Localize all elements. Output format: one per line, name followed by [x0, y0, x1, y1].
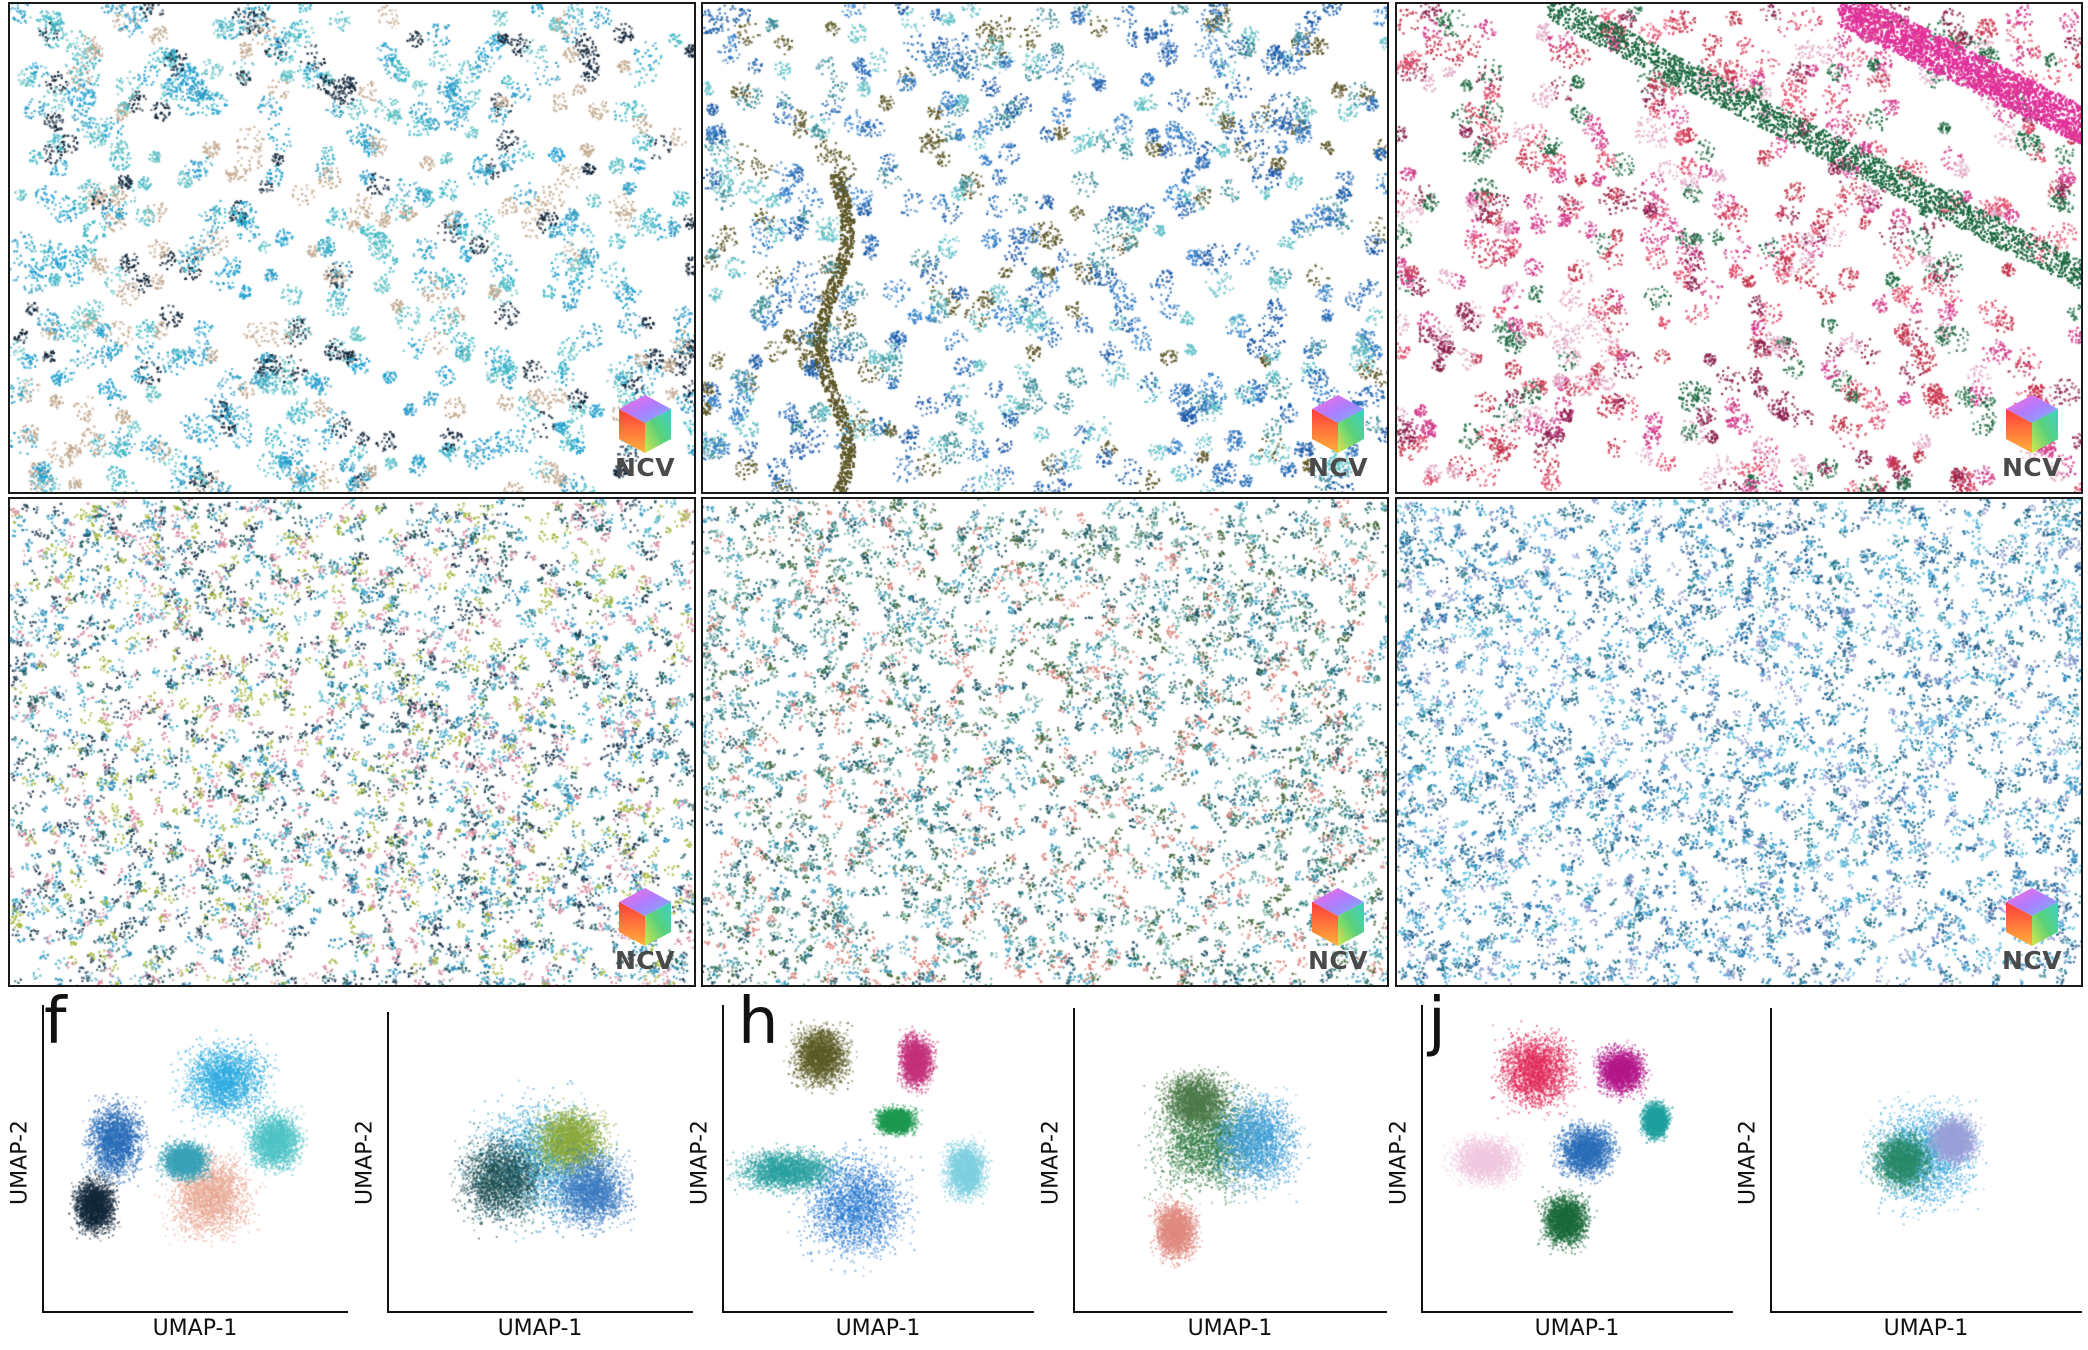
umap-scatter — [390, 990, 690, 1300]
x-axis-label: UMAP-1 — [1187, 1316, 1273, 1341]
y-axis — [1770, 1008, 1772, 1311]
tissue-image-top-right — [1397, 4, 2081, 492]
tissue-image-top-middle — [703, 4, 1387, 492]
ncv-logo-text: NCV — [2001, 453, 2063, 482]
y-axis — [387, 1012, 389, 1311]
panel-top-right: NCV — [1395, 2, 2083, 494]
x-axis — [722, 1311, 1034, 1313]
panel-top-middle: NCV — [701, 2, 1389, 494]
ncv-logo-text: NCV — [1307, 453, 1369, 482]
ncv-logo: NCV — [612, 393, 678, 482]
x-axis-label: UMAP-1 — [152, 1316, 238, 1341]
ncv-logo: NCV — [1305, 393, 1371, 482]
y-axis-label: UMAP-2 — [1735, 1120, 1761, 1205]
x-axis — [1421, 1311, 1733, 1313]
color-cube-icon — [1312, 395, 1364, 453]
color-cube-icon — [2006, 395, 2058, 453]
ncv-logo: NCV — [1305, 886, 1371, 975]
umap-scatter — [1772, 990, 2082, 1300]
panel-mid-middle: NCV — [701, 497, 1389, 987]
x-axis — [42, 1311, 348, 1313]
tissue-image-mid-middle — [703, 499, 1387, 985]
x-axis-label: UMAP-1 — [835, 1316, 921, 1341]
y-axis-label: UMAP-2 — [1038, 1120, 1064, 1205]
ncv-logo-text: NCV — [614, 946, 676, 975]
color-cube-icon — [1312, 888, 1364, 946]
y-axis — [42, 1005, 44, 1311]
panel-mid-right: NCV — [1395, 497, 2083, 987]
x-axis-label: UMAP-1 — [497, 1316, 583, 1341]
tissue-image-mid-right — [1397, 499, 2081, 985]
umap-scatter — [1075, 990, 1385, 1300]
ncv-logo: NCV — [1999, 393, 2065, 482]
x-axis — [1073, 1311, 1387, 1313]
x-axis — [387, 1311, 693, 1313]
y-axis — [1421, 1005, 1423, 1311]
tissue-image-mid-left — [10, 499, 694, 985]
color-cube-icon — [2006, 888, 2058, 946]
y-axis-label: UMAP-2 — [687, 1120, 713, 1205]
x-axis — [1770, 1311, 2082, 1313]
ncv-logo-text: NCV — [1307, 946, 1369, 975]
color-cube-icon — [619, 395, 671, 453]
ncv-logo: NCV — [1999, 886, 2065, 975]
ncv-logo-text: NCV — [614, 453, 676, 482]
umap-scatter — [44, 990, 344, 1300]
x-axis-label: UMAP-1 — [1534, 1316, 1620, 1341]
tissue-image-top-left — [10, 4, 694, 492]
y-axis-label: UMAP-2 — [1386, 1120, 1412, 1205]
ncv-logo-text: NCV — [2001, 946, 2063, 975]
ncv-logo: NCV — [612, 886, 678, 975]
y-axis — [722, 1005, 724, 1311]
panel-top-left: NCV — [8, 2, 696, 494]
y-axis — [1073, 1008, 1075, 1311]
color-cube-icon — [619, 888, 671, 946]
x-axis-label: UMAP-1 — [1883, 1316, 1969, 1341]
umap-scatter — [725, 990, 1035, 1300]
y-axis-label: UMAP-2 — [352, 1120, 378, 1205]
panel-mid-left: NCV — [8, 497, 696, 987]
umap-scatter — [1425, 990, 1735, 1300]
y-axis-label: UMAP-2 — [7, 1120, 33, 1205]
